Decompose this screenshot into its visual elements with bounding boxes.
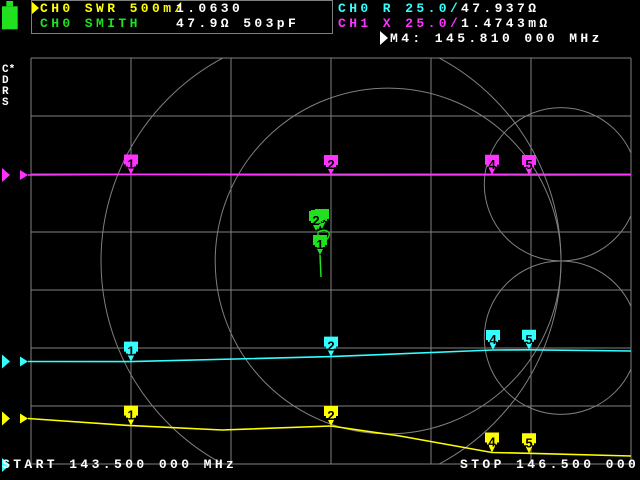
svg-text:1: 1 xyxy=(127,344,134,359)
svg-text:1: 1 xyxy=(127,157,134,172)
svg-text:4: 4 xyxy=(488,157,496,172)
svg-text:2: 2 xyxy=(327,339,334,354)
svg-text:5: 5 xyxy=(525,435,532,450)
svg-text:2: 2 xyxy=(312,213,319,228)
svg-text:4: 4 xyxy=(488,435,496,450)
svg-text:5: 5 xyxy=(525,332,532,347)
svg-text:1: 1 xyxy=(316,237,323,252)
svg-text:2: 2 xyxy=(327,408,334,423)
svg-text:4: 4 xyxy=(489,332,497,347)
svg-text:1: 1 xyxy=(127,408,134,423)
svg-text:5: 5 xyxy=(525,157,532,172)
svg-text:2: 2 xyxy=(327,157,334,172)
